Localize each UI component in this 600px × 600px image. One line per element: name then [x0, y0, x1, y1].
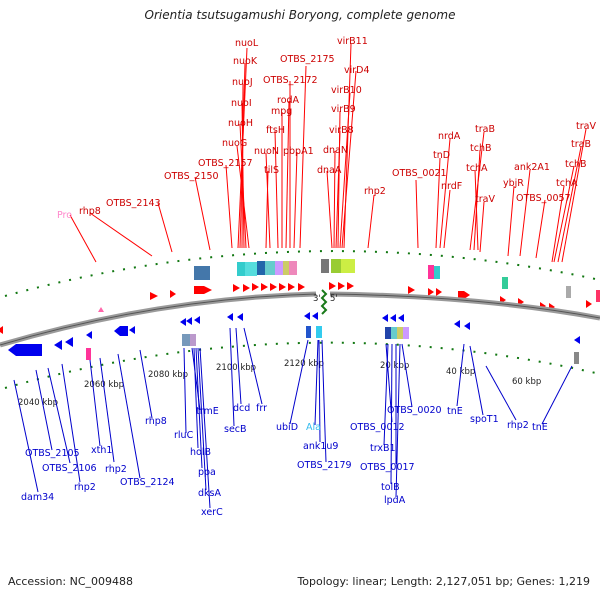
origin-left-label: 3': [313, 294, 321, 304]
gene-label: traB: [571, 139, 591, 150]
genome-stats-text: Topology: linear; Length: 2,127,051 bp; …: [297, 575, 590, 588]
gene-label: Ala: [306, 422, 321, 433]
gene-label: secB: [224, 424, 247, 435]
gene-label: OTBS_2150: [164, 171, 219, 182]
origin-marker: 3' 5': [313, 289, 338, 315]
gene-label: tolB: [381, 482, 400, 493]
gene-label: xerC: [201, 507, 223, 518]
reverse-genes: [8, 312, 580, 356]
gene-label: OTBS_2179: [297, 460, 352, 471]
gene-label: rhp2: [74, 482, 96, 493]
gene-label: tilS: [264, 165, 279, 176]
gene-label: rhp2: [507, 420, 529, 431]
gene-label: rhp8: [145, 416, 167, 427]
gene-label: OTBS_0057: [516, 193, 571, 204]
gene-label: nrdA: [438, 131, 461, 142]
gene-label: traB: [475, 124, 495, 135]
gene-label: tchB: [565, 159, 587, 170]
tick-label: 2080 kbp: [148, 370, 188, 380]
gene-label: dnaA: [317, 165, 342, 176]
gene-label: OTBS_2124: [120, 477, 175, 488]
gene-label: lpdA: [384, 495, 406, 506]
accession-text: Accession: NC_009488: [8, 575, 134, 588]
gene-label: nuoJ: [232, 77, 253, 88]
map-title: Orientia tsutsugamushi Boryong, complete…: [144, 8, 456, 22]
gene-label: rluC: [174, 430, 194, 441]
gene-label: OTBS_2157: [198, 158, 253, 169]
gene-label: nuoG: [222, 138, 247, 149]
gene-label: nuoK: [233, 56, 258, 67]
gene-label: ftsH: [266, 125, 285, 136]
gene-label: rhp2: [364, 186, 386, 197]
gene-label: nuoH: [228, 118, 253, 129]
gene-label: dksA: [198, 488, 221, 499]
bottom-leader-lines: [13, 327, 573, 509]
bottom-feature-boxes: [86, 307, 579, 364]
gene-label: OTBS_2172: [263, 75, 318, 86]
gene-label: OTBS_0020: [387, 405, 442, 416]
gene-label: trmE: [196, 406, 219, 417]
gene-label: virB9: [331, 104, 356, 115]
gene-label: nuoN: [254, 146, 279, 157]
gene-label: spoT1: [470, 414, 499, 425]
gene-label: ybjR: [503, 178, 524, 189]
tick-label: 2100 kbp: [216, 363, 256, 373]
tick-label: 2120 kbp: [284, 359, 324, 369]
gene-label: dam34: [21, 492, 54, 503]
gene-label: virB10: [331, 85, 362, 96]
gene-label: dcd: [233, 403, 250, 414]
tick-label: 20 kbp: [380, 361, 409, 371]
gene-label: mpg: [271, 106, 292, 117]
gene-label: xth1: [91, 445, 112, 456]
gene-label: tchA: [556, 178, 578, 189]
gene-label: OTBS_2105: [25, 448, 80, 459]
gene-label: ank1u9: [303, 441, 338, 452]
gene-label: rhp2: [105, 464, 127, 475]
tick-label: 60 kbp: [512, 377, 541, 387]
gene-label: Pro: [57, 210, 72, 221]
gene-label: virB8: [329, 125, 354, 136]
bottom-gene-labels: dam34 OTBS_2105 OTBS_2106 rhp2 xth1 rhp2…: [21, 403, 548, 518]
forward-genes: [0, 282, 592, 334]
gene-label: OTBS_0017: [360, 462, 415, 473]
genome-backbone: [0, 291, 600, 348]
gene-label: OTBS_2106: [42, 463, 97, 474]
top-feature-boxes: [194, 259, 600, 302]
gene-label: tnE: [532, 422, 548, 433]
gene-label: nuoL: [235, 38, 259, 49]
outer-dotted-track: [4, 250, 600, 297]
gene-label: tnE: [447, 406, 463, 417]
gene-label: virD4: [344, 65, 370, 76]
gene-label: rodA: [277, 95, 300, 106]
gene-label: nrdF: [441, 181, 462, 192]
gene-label: OTBS_0021: [392, 168, 447, 179]
gene-label: dnaN: [323, 145, 348, 156]
gene-label: trxB1: [370, 443, 396, 454]
gene-label: ppa: [198, 467, 216, 478]
origin-right-label: 5': [330, 294, 338, 304]
gene-label: OTBS_0012: [350, 422, 405, 433]
gene-label: tchA: [466, 163, 488, 174]
gene-label: nuoI: [231, 98, 252, 109]
gene-label: traV: [475, 194, 495, 205]
gene-label: ubiD: [276, 422, 298, 433]
gene-label: pbpA1: [283, 146, 314, 157]
scale-ticks: 2040 kbp 2060 kbp 2080 kbp 2100 kbp 2120…: [18, 359, 541, 408]
gene-label: ank2A1: [514, 162, 550, 173]
gene-label: rhp8: [79, 206, 101, 217]
gene-label: tchB: [470, 143, 492, 154]
top-gene-labels: nuoL nuoK nuoJ nuoI nuoH nuoG OTBS_2157 …: [57, 36, 596, 221]
gene-label: tnD: [433, 150, 450, 161]
tick-label: 2040 kbp: [18, 398, 58, 408]
gene-label: frr: [256, 403, 267, 414]
gene-label: traV: [576, 121, 596, 132]
gene-label: OTBS_2175: [280, 54, 335, 65]
gene-label: virB11: [337, 36, 368, 47]
top-leader-lines: [69, 43, 587, 263]
gene-label: holB: [190, 447, 211, 458]
gene-label: OTBS_2143: [106, 198, 161, 209]
